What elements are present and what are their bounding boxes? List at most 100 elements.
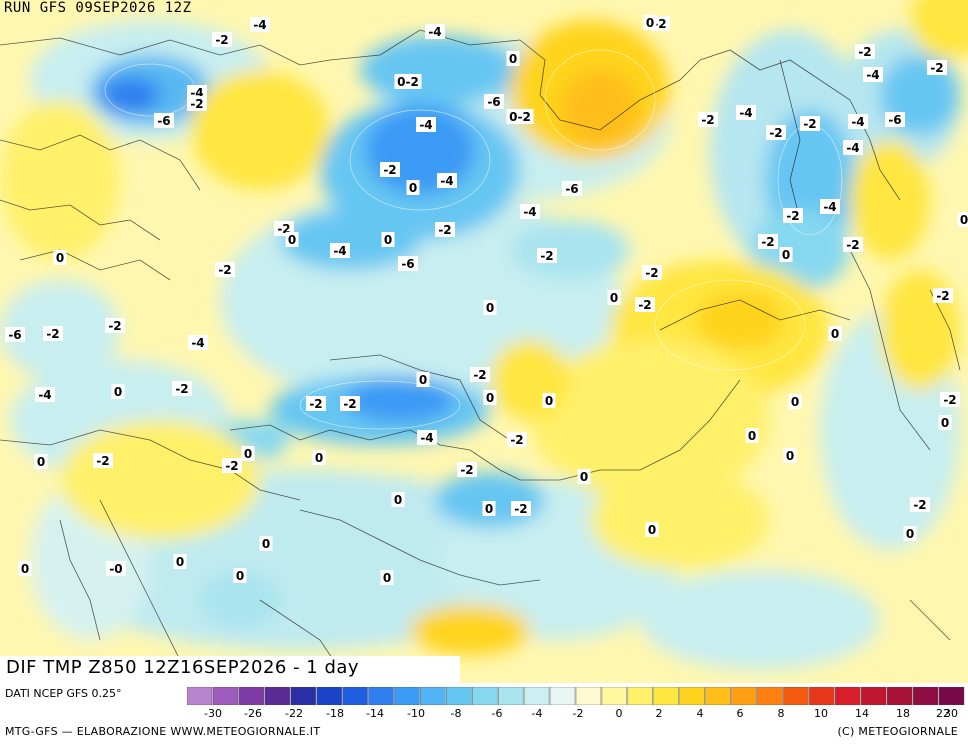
contour-label-bg [437,173,457,188]
contour-label-text: 0 [288,233,296,247]
contour-label-text: -2 [514,502,527,516]
contour-label-bg [643,15,657,30]
contour-label-text: -4 [866,68,879,82]
color-swatch [472,687,498,705]
contour-label-bg [172,381,192,396]
contour-label-bg [520,204,540,219]
contour-label-bg [506,109,534,124]
contour-label-text: 0 [236,569,244,583]
contour-label-text: -2 [309,397,322,411]
contour-label-text: 0-2 [509,110,531,124]
contour-label-text: -6 [565,182,578,196]
contour-label-bg [933,288,953,303]
contour-label: -2 [222,458,242,473]
contour-label-text: -4 [38,388,51,402]
contour-label-bg [340,396,360,411]
scale-tick-label: 18 [896,707,910,720]
contour-label-text: -2 [701,113,714,127]
contour-label-text: 0 [580,470,588,484]
contour-label-bg [391,492,405,507]
color-scale-bar [187,687,965,705]
scale-tick-label: -22 [285,707,303,720]
contour-label: 0 [506,51,520,66]
contour-label: 0 [173,554,187,569]
contour-label-bg [927,60,947,75]
scale-tick-label: 14 [855,707,869,720]
contour-label-text: 0 [383,571,391,585]
contour-label: -6 [562,181,582,196]
contour-label-text: -2 [645,266,658,280]
contour-label: 0 [483,390,497,405]
contour-label-bg [507,432,527,447]
contour-label: 0 [18,561,32,576]
contour-label-text: 0 [786,449,794,463]
contour-label-bg [306,396,326,411]
contour-label: -4 [188,335,208,350]
contour-label-bg [111,384,125,399]
contour-label-bg [885,112,905,127]
contour-label-bg [93,453,113,468]
contour-label-bg [843,237,863,252]
scale-tick-label: 4 [696,707,704,720]
contour-label: -2 [783,208,803,223]
color-swatch [498,687,524,705]
contour-label-text: -2 [460,463,473,477]
contour-label-bg [43,326,63,341]
scale-tick-label: -6 [491,707,503,720]
contour-label: -2 [43,326,63,341]
contour-label-bg [957,212,968,227]
contour-label-bg [250,17,270,32]
anomaly-field [0,0,968,670]
contour-label-bg [607,290,621,305]
contour-label-text: 0 [262,537,270,551]
contour-label-bg [188,335,208,350]
contour-label-text: -2 [510,433,523,447]
contour-label: 0-2 [394,74,422,89]
contour-label-bg [53,250,67,265]
contour-label-text: 0 [114,385,122,399]
contour-label-text: -2 [438,223,451,237]
contour-label: -2 [172,381,192,396]
contour-label-text: -4 [253,18,266,32]
contour-label: 0 [406,180,420,195]
contour-label-text: 0 [906,527,914,541]
contour-label: -2 [212,32,232,47]
contour-label-text: -4 [739,106,752,120]
contour-label-bg [828,326,842,341]
contour-label-text: -2 [761,235,774,249]
contour-label: 0 [285,232,299,247]
contour-label: -4 [250,17,270,32]
contour-label-bg [435,222,455,237]
contour-label: -4 [35,387,55,402]
contour-label: -4 [863,67,883,82]
contour-label-bg [938,415,952,430]
color-swatch [238,687,264,705]
contour-label: -2 [215,262,235,277]
contour-label: 0 [391,492,405,507]
contour-label-bg [758,234,778,249]
contour-label-text: 0 [56,251,64,265]
contour-label: -4 [848,114,868,129]
contour-label-text: -6 [8,328,21,342]
contour-label: -0 [106,561,126,576]
contour-label-text: -2 [653,17,666,31]
credit-left: MTG-GFS — ELABORAZIONE WWW.METEOGIORNALE… [5,725,321,738]
contour-label: 0 [542,393,556,408]
contour-label-bg [745,428,759,443]
contour-label-bg [736,105,756,120]
contour-label-text: 0 [485,502,493,516]
contour-label-bg [848,114,868,129]
contour-label: -6 [885,112,905,127]
contour-label-bg [212,32,232,47]
contour-label: -2 [758,234,778,249]
contour-label-bg [783,208,803,223]
scale-tick-label: 6 [736,707,744,720]
contour-label-bg [470,367,490,382]
contour-label-text: -4 [440,174,453,188]
contour-label-bg [542,393,556,408]
contour-label-text: 0 [509,52,517,66]
scale-tick-label: -14 [366,707,384,720]
contour-label-bg [483,300,497,315]
contour-label-text: -4 [419,118,432,132]
scale-tick-label: -8 [450,707,462,720]
